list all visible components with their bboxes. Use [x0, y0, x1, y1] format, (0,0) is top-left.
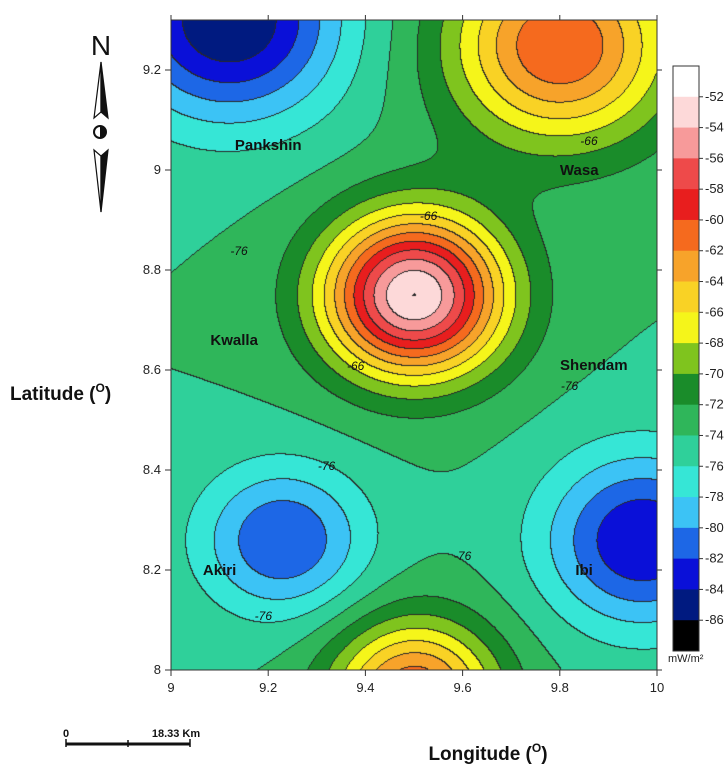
colorbar-swatch: [673, 127, 699, 159]
x-tick-label: 9.6: [454, 680, 472, 695]
contour-fill: [171, 20, 657, 670]
place-label: Pankshin: [235, 137, 302, 154]
north-arrow-up-shade: [100, 61, 109, 120]
x-tick-label: 9.8: [551, 680, 569, 695]
x-axis-title: Longitude (O): [428, 741, 547, 765]
colorbar-label: -80: [705, 520, 724, 535]
place-label: Ibi: [575, 562, 593, 579]
colorbar-label: -84: [705, 581, 724, 596]
place-label: Akiri: [203, 562, 236, 579]
x-tick-label: 9: [167, 680, 174, 695]
colorbar-label: -58: [705, 181, 724, 196]
colorbar-swatch: [673, 66, 699, 98]
contour-label: -76: [561, 379, 579, 393]
colorbar-swatch: [673, 189, 699, 221]
colorbar-swatch: [673, 158, 699, 190]
colorbar-swatch: [673, 343, 699, 375]
colorbar-swatch: [673, 435, 699, 467]
map-frame: [170, 19, 658, 671]
colorbar-label: -64: [705, 274, 724, 289]
colorbar-swatch: [673, 404, 699, 436]
colorbar-label: -52: [705, 89, 724, 104]
colorbar-swatch: [673, 497, 699, 529]
colorbar-frame: [672, 65, 700, 652]
contour-label: -66: [580, 134, 598, 148]
contour-labels: -66 -66 -66 -76 -76 -76 -76 -76: [230, 134, 598, 623]
colorbar-swatch: [673, 219, 699, 252]
north-arrow-hub-shade: [100, 126, 106, 138]
colorbar-swatch: [673, 589, 699, 621]
colorbar-swatch: [673, 250, 699, 283]
colorbar-label: -78: [705, 489, 724, 504]
y-tick-label: 8.8: [143, 262, 161, 277]
scale-bar: 0 18.33 Km: [63, 728, 200, 747]
colorbar-label: -72: [705, 397, 724, 412]
colorbar-swatch: [673, 96, 699, 129]
colorbar-label: -86: [705, 612, 724, 627]
y-axis-ticks: 8 8.2 8.4 8.6 8.8 9 9.2: [143, 62, 662, 677]
colorbar-label: -62: [705, 243, 724, 258]
place-label: Wasa: [560, 162, 599, 179]
colorbar-label: -82: [705, 551, 724, 566]
colorbar: -52 -54 -56 -58 -60 -62 -64 -66 -68 -70 -72 -74 -76 -…: [668, 65, 724, 665]
colorbar-label: -54: [705, 120, 724, 135]
place-label: Kwalla: [210, 332, 258, 349]
colorbar-labels: -52 -54 -56 -58 -60 -62 -64 -66 -68 -70 -72 -74 -76 -…: [699, 89, 724, 627]
north-label: N: [91, 30, 111, 61]
contour-label: -76: [255, 609, 273, 623]
colorbar-swatch: [673, 558, 699, 590]
contour-label: -66: [347, 359, 365, 373]
colorbar-swatch: [673, 281, 699, 313]
colorbar-unit: mW/m²: [668, 653, 704, 665]
contour-label: -66: [420, 209, 438, 223]
colorbar-label: -60: [705, 212, 724, 227]
contour-label: -76: [454, 549, 472, 563]
colorbar-label: -76: [705, 458, 724, 473]
colorbar-swatch: [673, 527, 699, 560]
contour-label: -76: [318, 459, 336, 473]
scale-end-label: 18.33 Km: [152, 728, 201, 740]
colorbar-label: -74: [705, 427, 724, 442]
y-axis-title: Latitude (O): [10, 381, 111, 405]
y-tick-label: 9.2: [143, 62, 161, 77]
place-labels: Pankshin Wasa Kwalla Shendam Akiri Ibi: [203, 137, 628, 579]
x-axis-ticks: 9 9.2 9.4 9.6 9.8 10: [167, 15, 664, 695]
north-arrow: N: [91, 30, 111, 213]
contour-label: -76: [230, 244, 248, 258]
colorbar-swatches: [672, 65, 700, 652]
colorbar-swatch: [673, 312, 699, 344]
colorbar-label: -68: [705, 335, 724, 350]
x-tick-label: 9.2: [259, 680, 277, 695]
x-tick-label: 10: [650, 680, 664, 695]
place-label: Shendam: [560, 357, 628, 374]
north-arrow-up: [93, 61, 102, 120]
y-tick-label: 8.4: [143, 462, 161, 477]
colorbar-label: -66: [705, 304, 724, 319]
map-area: [170, 19, 658, 671]
y-tick-label: 8.6: [143, 362, 161, 377]
colorbar-swatch: [673, 373, 699, 406]
y-tick-label: 9: [154, 162, 161, 177]
north-arrow-down-shade: [100, 148, 109, 213]
colorbar-label: -70: [705, 366, 724, 381]
y-tick-label: 8.2: [143, 562, 161, 577]
north-arrow-down: [93, 148, 102, 213]
scale-start-label: 0: [63, 728, 69, 740]
x-tick-label: 9.4: [356, 680, 374, 695]
colorbar-label: -56: [705, 150, 724, 165]
y-tick-label: 8: [154, 662, 161, 677]
colorbar-swatch: [673, 620, 699, 652]
colorbar-swatch: [673, 466, 699, 498]
